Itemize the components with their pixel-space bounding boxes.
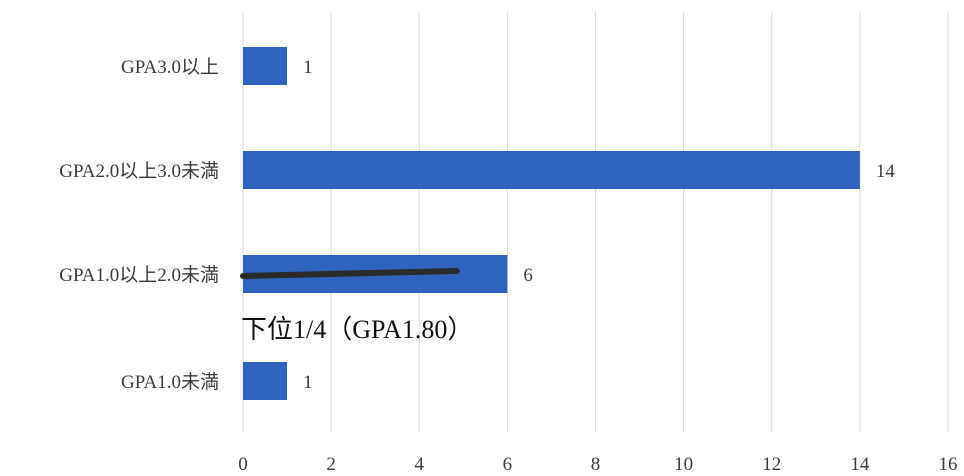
bar-1 [243, 47, 288, 85]
data-label-2: 14 [876, 161, 896, 182]
x-axis-tick-labels: 0 2 4 6 8 10 12 14 16 [238, 454, 957, 475]
x-tick-label-4: 4 [415, 454, 425, 475]
x-tick-label-2: 2 [326, 454, 336, 475]
data-labels: 1 14 6 1 [303, 57, 895, 393]
data-label-3: 6 [523, 265, 533, 286]
bars [243, 47, 860, 400]
x-tick-label-16: 16 [939, 454, 958, 475]
data-label-1: 1 [303, 57, 313, 78]
bar-2 [243, 151, 860, 189]
x-tick-label-0: 0 [238, 454, 248, 475]
x-tick-label-10: 10 [674, 454, 693, 475]
category-labels: GPA3.0以上 GPA2.0以上3.0未満 GPA1.0以上2.0未満 GPA1.0… [59, 56, 219, 393]
category-label-3: GPA1.0以上2.0未満 [59, 264, 219, 286]
category-label-2: GPA2.0以上3.0未満 [59, 160, 219, 182]
x-tick-label-14: 14 [850, 454, 870, 475]
percentile-annotation: 下位1/4（GPA1.80） [241, 315, 473, 344]
annotation: 下位1/4（GPA1.80） [240, 268, 473, 344]
category-label-4: GPA1.0未満 [121, 371, 219, 393]
category-label-1: GPA3.0以上 [121, 56, 219, 78]
x-tick-label-8: 8 [591, 454, 601, 475]
x-tick-label-6: 6 [503, 454, 513, 475]
bar-4 [243, 362, 288, 400]
data-label-4: 1 [303, 372, 313, 393]
grid-lines [242, 12, 949, 432]
x-tick-label-12: 12 [762, 454, 781, 475]
percentile-marker-line [240, 268, 460, 279]
